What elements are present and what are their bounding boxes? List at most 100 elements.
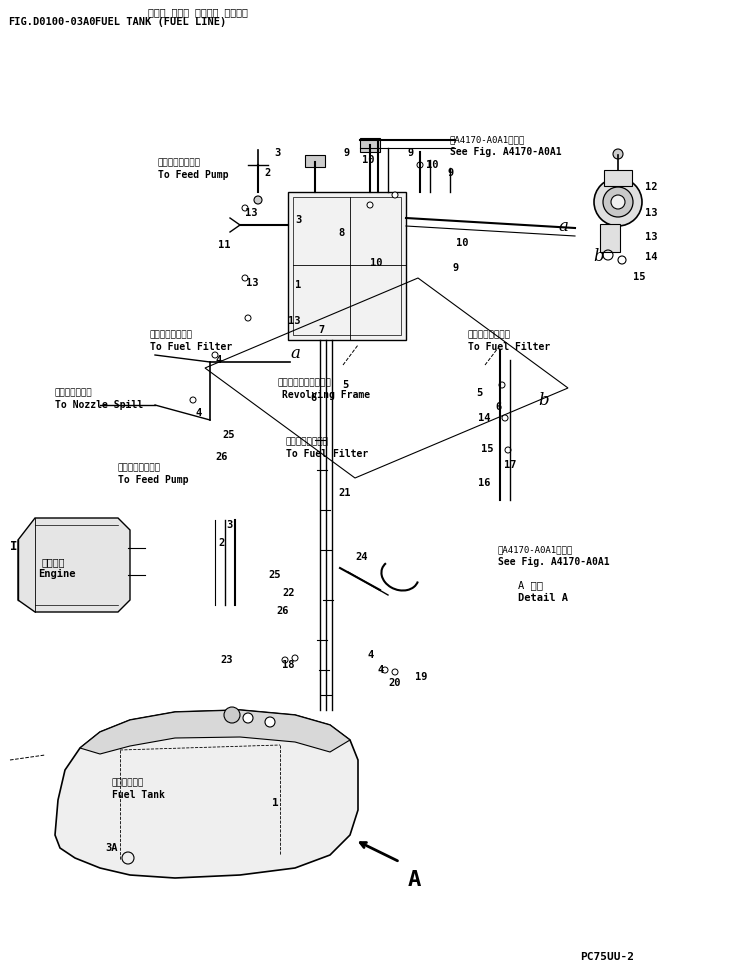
Bar [360, 138, 380, 152]
Bar [604, 170, 632, 186]
Circle shape [224, 707, 240, 723]
Text: See Fig. A4170-A0A1: See Fig. A4170-A0A1 [498, 557, 610, 567]
Text: To Nozzle Spill: To Nozzle Spill [55, 400, 143, 410]
Text: 第A4170-A0A1図参照: 第A4170-A0A1図参照 [498, 545, 573, 554]
Text: フエル タンク （フエル ライン）: フエル タンク （フエル ライン） [148, 7, 248, 17]
Text: 10: 10 [426, 160, 438, 170]
Circle shape [282, 657, 288, 663]
Text: 3: 3 [226, 520, 232, 530]
Text: To Feed Pump: To Feed Pump [158, 170, 228, 180]
Text: 13: 13 [245, 208, 258, 218]
Text: 7: 7 [318, 325, 324, 335]
Text: フエルフィルタへ: フエルフィルタへ [150, 330, 193, 339]
Text: 4: 4 [378, 665, 384, 675]
Polygon shape [18, 518, 130, 612]
Text: フエルフィルタへ: フエルフィルタへ [468, 330, 511, 339]
Text: 10: 10 [362, 155, 375, 165]
Text: See Fig. A4170-A0A1: See Fig. A4170-A0A1 [450, 147, 561, 157]
Circle shape [242, 275, 248, 281]
Circle shape [594, 178, 642, 226]
Text: To Fuel Filter: To Fuel Filter [286, 449, 368, 459]
Circle shape [499, 382, 505, 388]
Text: 26: 26 [215, 452, 228, 462]
Circle shape [505, 447, 511, 453]
Text: 26: 26 [276, 606, 288, 616]
Text: 16: 16 [478, 478, 490, 488]
Circle shape [603, 187, 633, 217]
Text: b: b [593, 248, 604, 265]
Text: Detail A: Detail A [518, 593, 568, 603]
Circle shape [242, 205, 248, 211]
Circle shape [254, 196, 262, 204]
Circle shape [190, 397, 196, 403]
Text: フィードポンプへ: フィードポンプへ [118, 463, 161, 472]
Text: 17: 17 [504, 460, 517, 470]
Text: 2: 2 [218, 538, 224, 548]
Circle shape [392, 192, 398, 198]
Circle shape [212, 352, 218, 358]
Bar [600, 224, 620, 252]
Text: 12: 12 [645, 182, 657, 192]
Text: 1: 1 [295, 280, 302, 290]
Text: I: I [10, 540, 18, 553]
Text: 9: 9 [344, 148, 350, 158]
Text: 第A4170-A0A1図参照: 第A4170-A0A1図参照 [450, 135, 526, 144]
Text: 2: 2 [264, 168, 270, 178]
Text: 6: 6 [495, 402, 501, 412]
Text: 5: 5 [476, 388, 482, 398]
Text: A 詳細: A 詳細 [518, 580, 543, 590]
Text: 19: 19 [415, 672, 427, 682]
Text: ノズルスピルへ: ノズルスピルへ [55, 388, 93, 397]
Text: 14: 14 [478, 413, 490, 423]
Circle shape [417, 162, 423, 168]
Text: 10: 10 [370, 258, 383, 268]
Text: 8: 8 [338, 228, 344, 238]
Text: エンジン: エンジン [42, 557, 65, 567]
Text: 13: 13 [645, 208, 657, 218]
Text: To Feed Pump: To Feed Pump [118, 475, 189, 485]
Text: Engine: Engine [38, 569, 75, 579]
Text: 3: 3 [274, 148, 280, 158]
Text: レボルビングフレーム: レボルビングフレーム [278, 378, 332, 387]
Text: 4: 4 [368, 650, 374, 660]
Text: a: a [290, 345, 300, 362]
Text: 21: 21 [338, 488, 351, 498]
Text: 6: 6 [310, 393, 316, 403]
Text: 18: 18 [282, 660, 294, 670]
Text: フエルタンク: フエルタンク [112, 778, 144, 787]
Text: 9: 9 [448, 168, 455, 178]
Circle shape [382, 667, 388, 673]
Text: 13: 13 [645, 232, 657, 242]
Text: 14: 14 [645, 252, 657, 262]
Text: a: a [558, 218, 568, 235]
Circle shape [292, 655, 298, 661]
Bar [288, 192, 406, 340]
Text: フィードポンプへ: フィードポンプへ [158, 158, 201, 167]
Text: 4: 4 [216, 355, 223, 365]
Circle shape [243, 713, 253, 723]
Text: 10: 10 [456, 238, 468, 248]
Text: 13: 13 [288, 316, 301, 326]
Polygon shape [55, 710, 358, 878]
Text: 13: 13 [246, 278, 258, 288]
Text: 1: 1 [272, 798, 279, 808]
Text: Revolving Frame: Revolving Frame [282, 390, 370, 400]
Circle shape [502, 415, 508, 421]
Text: 22: 22 [282, 588, 294, 598]
Text: 23: 23 [220, 655, 233, 665]
Circle shape [367, 202, 373, 208]
Text: 20: 20 [388, 678, 400, 688]
Text: FIG.D0100-03A0: FIG.D0100-03A0 [8, 17, 95, 27]
Text: 15: 15 [481, 444, 493, 454]
Text: 11: 11 [218, 240, 231, 250]
Text: Fuel Tank: Fuel Tank [112, 790, 165, 800]
Text: 3: 3 [295, 215, 302, 225]
Text: 25: 25 [268, 570, 280, 580]
Text: FUEL TANK (FUEL LINE): FUEL TANK (FUEL LINE) [95, 17, 226, 27]
Text: To Fuel Filter: To Fuel Filter [468, 342, 550, 352]
Text: 24: 24 [355, 552, 367, 562]
Text: 3A: 3A [105, 843, 118, 853]
Text: 15: 15 [633, 272, 646, 282]
Bar [293, 197, 401, 335]
Text: 9: 9 [408, 148, 414, 158]
